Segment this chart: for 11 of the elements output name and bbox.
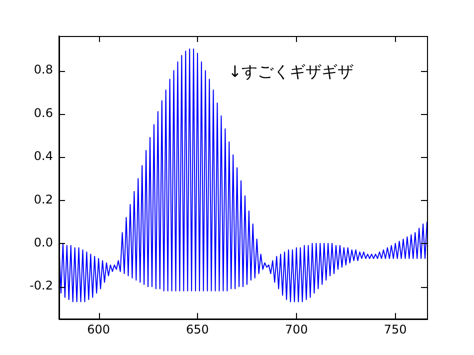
annotation: ↓すごくギザギザ bbox=[228, 62, 354, 82]
x-tick-label: 750 bbox=[384, 322, 407, 336]
y-tick-label: 0.2 bbox=[34, 192, 53, 206]
y-tick-label: 0.6 bbox=[34, 106, 53, 120]
y-tick-label: 0.8 bbox=[34, 62, 53, 77]
y-tick-label: 0.4 bbox=[34, 149, 53, 164]
x-tick-label: 600 bbox=[87, 322, 110, 336]
x-tick-label: 700 bbox=[284, 322, 308, 336]
y-tick-label: -0.2 bbox=[30, 278, 53, 293]
x-tick-label: 650 bbox=[186, 322, 209, 336]
y-tick-label: 0.0 bbox=[34, 236, 53, 250]
